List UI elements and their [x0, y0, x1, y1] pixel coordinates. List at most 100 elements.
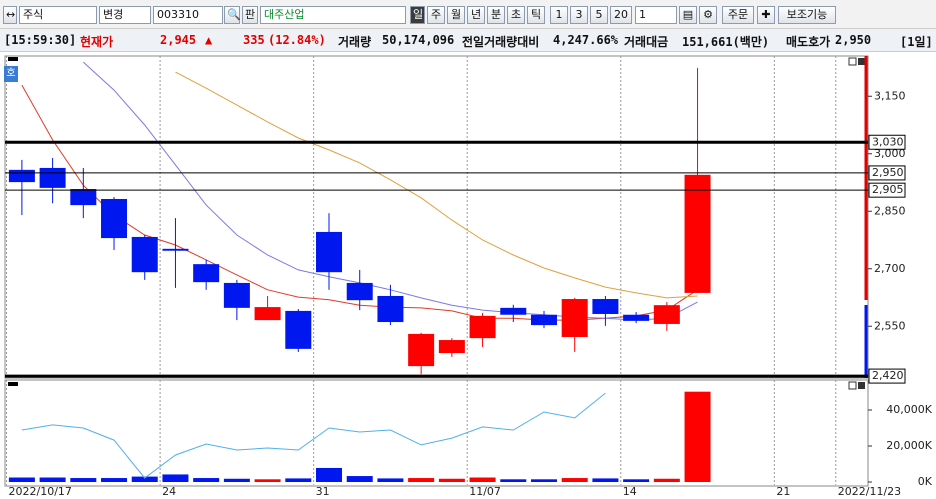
volume-bar — [561, 478, 588, 482]
code-input[interactable]: 003310 — [153, 6, 223, 24]
volume-bar — [408, 478, 435, 482]
reference-label: 2,905 — [872, 183, 904, 196]
candle-body — [70, 189, 97, 206]
volume-bar — [162, 474, 189, 482]
volume-bar — [346, 476, 373, 482]
quote-period: [1일] — [900, 35, 933, 49]
period-button[interactable]: 분 — [487, 6, 505, 24]
candle-body — [530, 314, 557, 326]
reference-label-box — [868, 182, 906, 198]
x-tick-label: 2022/11/23 — [838, 485, 901, 498]
volume-bar — [193, 478, 220, 482]
period-button[interactable]: 주 — [427, 6, 445, 24]
pane-button[interactable] — [848, 57, 857, 66]
period-button[interactable]: 년 — [467, 6, 485, 24]
y-tick-label: 20,000K — [886, 439, 932, 452]
interval-button[interactable]: 5 — [590, 6, 608, 24]
y-tick-label: 2,850 — [874, 204, 906, 217]
volume-bar — [39, 477, 66, 482]
y-tick-label: 2,700 — [874, 262, 906, 275]
reference-label: 3,030 — [872, 135, 904, 148]
candle-body — [162, 248, 189, 251]
candle-body — [684, 174, 711, 293]
x-tick-label: 2022/10/17 — [9, 485, 72, 498]
candle-body — [254, 307, 281, 321]
count-input[interactable]: 1 — [635, 6, 677, 24]
candle-body — [101, 198, 128, 239]
volume-bar — [70, 478, 97, 482]
reference-label-box — [868, 368, 906, 384]
volume-bar — [254, 479, 281, 482]
volume-bar — [592, 478, 619, 482]
hoga-button[interactable]: 호 — [4, 66, 18, 82]
x-tick-label: 21 — [776, 485, 790, 498]
pan-button[interactable]: 판 — [242, 6, 258, 24]
volume-bar — [285, 478, 312, 482]
quote-label: 매도호가 — [786, 35, 831, 49]
x-tick-label: 31 — [316, 485, 330, 498]
volume-bar — [101, 478, 128, 482]
candle-body — [285, 310, 312, 349]
volume-bar — [623, 479, 650, 482]
x-tick-label: 14 — [623, 485, 637, 498]
quote-label: 거래량 — [338, 35, 372, 49]
quote-change-pct: (12.84%) — [268, 33, 326, 47]
market-select[interactable]: 주식 — [19, 6, 97, 24]
candle-body — [223, 282, 250, 308]
interval-button[interactable]: 3 — [570, 6, 588, 24]
y-tick-label: 0K — [918, 475, 933, 488]
y-tick-label: 3,000 — [874, 147, 906, 160]
moving-average — [175, 71, 698, 299]
y-tick-label: 2,550 — [874, 319, 906, 332]
candle-body — [39, 167, 66, 188]
volume-pane — [4, 379, 869, 487]
search-button[interactable]: 🔍 — [224, 6, 241, 24]
volume-bar — [684, 391, 711, 482]
icon-button[interactable]: ⚙ — [699, 6, 717, 24]
reference-label: 2,420 — [872, 369, 904, 382]
y-tick-label: 3,150 — [874, 89, 906, 102]
candle-body — [131, 236, 158, 273]
candle-body — [193, 264, 220, 283]
volume-bar — [8, 477, 35, 482]
candle-body — [316, 231, 343, 273]
pane-button[interactable] — [848, 381, 857, 390]
x-tick-label: 11/07 — [469, 485, 501, 498]
pane-button[interactable] — [858, 58, 865, 65]
candle-body — [438, 340, 465, 354]
nav-button[interactable]: ↔ — [3, 6, 17, 24]
quote-bar — [0, 29, 936, 52]
volume-bar — [653, 478, 680, 482]
candle-body — [408, 333, 435, 367]
candle-body — [377, 295, 404, 323]
candle-body — [500, 307, 527, 315]
volume-average — [21, 392, 606, 479]
quote-label: 현재가 — [80, 35, 114, 49]
candle-body — [8, 169, 35, 183]
change-select[interactable]: 변경 — [99, 6, 151, 24]
volume-bar — [223, 478, 250, 482]
icon-button[interactable]: ✚ — [757, 6, 775, 24]
quote-change: 335 — [243, 33, 265, 47]
period-button[interactable]: 초 — [507, 6, 525, 24]
quote-label: 전일거래량대비 — [462, 35, 540, 49]
stock-name: 대주산업 — [260, 6, 406, 24]
pane-button[interactable] — [858, 382, 865, 389]
quote-label: 거래대금 — [624, 35, 669, 49]
price-pane — [4, 55, 869, 379]
interval-button[interactable]: 1 — [550, 6, 568, 24]
reference-label: 2,950 — [872, 166, 904, 179]
volume-bar — [131, 476, 158, 482]
period-button[interactable]: 일 — [410, 6, 425, 24]
order-button[interactable]: 주문 — [722, 6, 754, 24]
volume-bar — [316, 467, 343, 482]
period-button[interactable]: 월 — [447, 6, 465, 24]
interval-button[interactable]: 20 — [610, 6, 632, 24]
icon-button[interactable]: ▤ — [679, 6, 697, 24]
candle-body — [561, 299, 588, 337]
aux-button[interactable]: 보조기능 — [778, 6, 836, 24]
period-button[interactable]: 틱 — [527, 6, 545, 24]
volume-bar — [377, 478, 404, 482]
